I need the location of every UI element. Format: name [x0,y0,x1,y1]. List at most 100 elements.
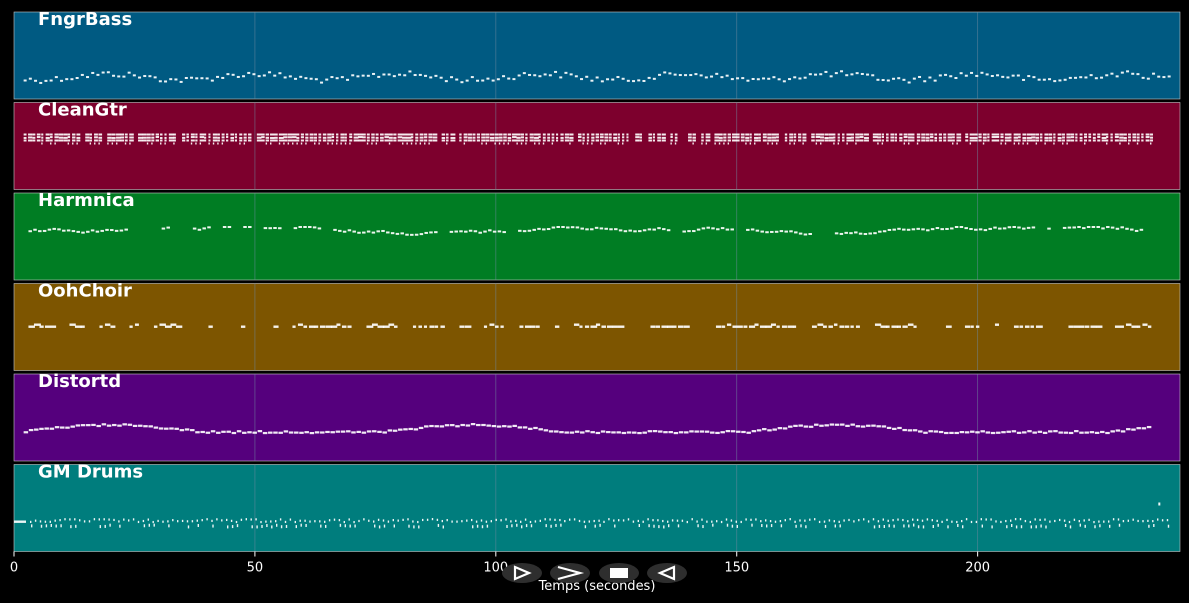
note [784,133,788,136]
note [762,133,767,136]
note [782,427,788,430]
note [798,77,802,80]
note [292,142,294,145]
note [227,525,229,529]
note [788,78,792,81]
note [374,524,376,528]
note [1100,76,1104,79]
note [138,76,142,79]
note [1053,80,1057,83]
note [569,73,573,76]
note [512,424,517,428]
note [338,519,341,522]
note [975,74,979,77]
note [212,142,215,145]
note [324,520,326,523]
note [317,227,322,230]
note [911,228,916,231]
note [204,139,207,142]
forward-button[interactable] [550,563,590,583]
note [184,76,188,79]
note [1110,226,1115,229]
note [591,142,593,145]
note [481,525,484,529]
note [142,133,147,136]
note [635,133,640,136]
note [342,230,347,233]
note [888,524,890,528]
note [912,136,915,139]
note [28,77,32,80]
note [828,136,834,139]
note [751,77,755,80]
note [527,229,532,232]
note [268,71,272,74]
note [507,425,512,428]
note [648,136,652,139]
note [529,139,534,142]
note [1152,520,1154,523]
note [511,524,513,528]
play-button[interactable] [502,563,542,583]
note [1062,133,1065,136]
stop-button[interactable] [599,563,639,583]
note [1069,525,1072,529]
note [450,424,455,427]
note [1009,136,1012,139]
note [626,139,629,142]
note [1114,139,1119,142]
note [1062,139,1065,142]
note [346,430,351,433]
button-background[interactable] [647,563,687,583]
note [842,139,845,142]
fast-forward-icon [557,565,585,581]
note [226,133,229,136]
note [710,75,714,78]
note [714,142,716,145]
note [76,136,81,139]
note [236,430,242,433]
note [325,524,327,528]
note [542,136,546,139]
note [714,133,720,136]
note [109,523,111,527]
note [70,525,72,529]
note [434,425,439,428]
note [221,133,225,136]
note [657,133,661,136]
note [199,142,202,145]
note [837,139,840,142]
note [974,139,978,142]
note [974,228,978,231]
note [677,524,680,528]
note [476,79,480,82]
note [412,325,417,328]
note [207,226,211,229]
note [408,70,412,73]
note [240,518,243,521]
button-background[interactable] [502,563,542,583]
note [759,325,767,328]
back-button[interactable] [647,563,687,583]
note [346,78,350,81]
note [1048,78,1052,81]
note [143,425,148,428]
note [652,139,655,142]
note [803,233,808,236]
note [921,133,926,136]
note [226,430,231,433]
note [548,430,554,433]
note [1018,136,1021,139]
note [424,139,428,142]
note [393,136,397,139]
note [65,426,70,429]
note [1047,227,1051,230]
note [111,139,116,142]
note [525,142,527,145]
note [206,518,208,521]
note [554,70,558,73]
note [1096,226,1100,228]
note [217,136,220,139]
note [419,233,424,236]
